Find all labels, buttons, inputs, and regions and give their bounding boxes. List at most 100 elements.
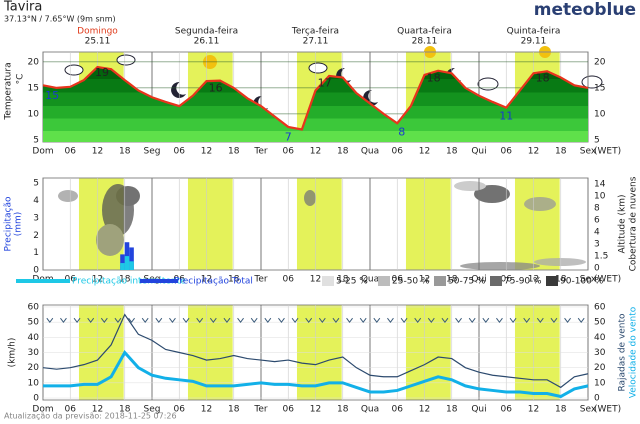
wind-arrow [128,317,135,323]
y2-tick-label: 6 [594,216,600,226]
x-tick-label: 06 [65,275,77,285]
y2-tick-label: 10 [594,109,606,119]
y-tick-label: 3 [33,213,39,223]
x-tick-label: 18 [337,147,349,157]
wind-arrow [414,317,422,323]
wind-arrow [209,317,217,323]
x-tick-label: 12 [528,147,539,157]
wind-arrow [141,317,149,323]
x-tick-label: 06 [174,405,186,415]
daylight [514,178,560,270]
max-temp-label: 18 [427,71,441,84]
x-tick-label: 12 [201,275,212,285]
wind-arrow [387,317,394,323]
wind-arrow [305,317,313,323]
x-tick-label: 06 [65,147,77,157]
y2-tick-label: 20 [594,363,606,373]
wind-arrow [373,317,381,323]
wind-arrow [73,317,81,323]
wind-arrow [550,317,558,323]
daylight [187,178,233,270]
location-coords: 37.13°N / 7.65°W (9m snm) [4,15,116,24]
wind-arrow [250,317,258,323]
cloud-swatch [322,276,334,286]
precip-bar [120,263,125,270]
x-tick-label: 12 [528,405,539,415]
daylight [296,178,342,270]
wind-arrow [237,317,244,323]
y2-tick-label: 50 [594,318,606,328]
x-tick-label: 06 [501,405,513,415]
x-tick-label: Ter [253,275,268,285]
wind-arrow [441,317,449,323]
x-tick-label: 18 [337,405,349,415]
y2-tick-label: 1.5 [594,252,608,262]
x-tick-label: Qui [471,405,486,415]
x-tick-label: 18 [446,405,458,415]
y-tick-label: 60 [28,302,40,312]
x-tick-label: Qua [361,405,379,415]
min-temp-label: 8 [398,125,405,138]
location-title: Tavira [3,0,42,15]
wind-arrow [318,317,326,323]
day-name: Terça-feira [291,27,339,37]
weather-icons [64,46,603,112]
max-temp-label: 17 [318,76,332,89]
day-name: Quarta-feira [397,27,452,37]
wind-gust-line [42,313,589,389]
wind-arrow [114,317,122,323]
x-tick-label: 06 [392,275,404,285]
x-tick-label: 18 [555,147,567,157]
day-date: 27.11 [303,37,329,47]
wind-speed-line [43,349,589,399]
cloud-swatch [490,276,502,286]
wind-arrow [496,317,503,323]
cloud-swatch [434,276,446,286]
precip-bar [129,247,134,270]
y2-tick-label: 20 [594,57,606,67]
y2-tick-label: 10 [594,192,606,202]
x-tick-label: Dom [32,147,53,157]
y2-tick-label: 8 [594,204,600,214]
y-tick-label: 4 [33,196,39,206]
day-date: 29.11 [521,37,547,47]
max-temp-label: 16 [209,82,223,95]
x-tick-label: 12 [201,147,212,157]
x-tick-label: 12 [310,405,321,415]
x-tick-label: 18 [555,275,567,285]
x-tick-label: Ter [253,405,268,415]
y2-axis-label: Altitude (km) [618,194,628,253]
y2-tick-label: 4 [594,228,600,238]
wind-arrow [509,317,517,323]
wind-arrow [332,317,340,323]
legend-label: Precipitação intermitente [72,277,186,287]
y2-tick-label: 40 [594,333,606,343]
wind-arrow [400,317,408,323]
brand: meteoblue [534,0,636,20]
wind-arrow [455,317,462,323]
wind-arrow [346,317,353,323]
y2-tick-label: 0 [594,394,600,404]
y-tick-label: 2 [33,231,39,241]
y-tick-label: 50 [28,318,40,328]
y2-tick-label: 0 [594,264,600,274]
wind-arrow [427,317,435,323]
wind-arrow [155,317,163,323]
y-axis-unit: (mm) [14,212,24,237]
cloud-swatch [378,276,390,286]
x-tick-label: Ter [253,147,268,157]
precip-bar [129,261,134,270]
cloud-swatch [546,276,558,286]
timezone: (WET) [594,147,621,157]
x-tick-label: 18 [228,275,240,285]
wind-arrow [46,317,54,323]
x-tick-label: 06 [174,275,186,285]
wind-arrow [100,317,108,323]
wind-arrow [577,317,585,323]
y-tick-label: 5 [33,135,39,145]
x-tick-label: 12 [92,147,103,157]
x-tick-label: 06 [392,405,404,415]
y-tick-label: 10 [28,109,40,119]
y-axis-label: Precipitação [4,196,14,251]
